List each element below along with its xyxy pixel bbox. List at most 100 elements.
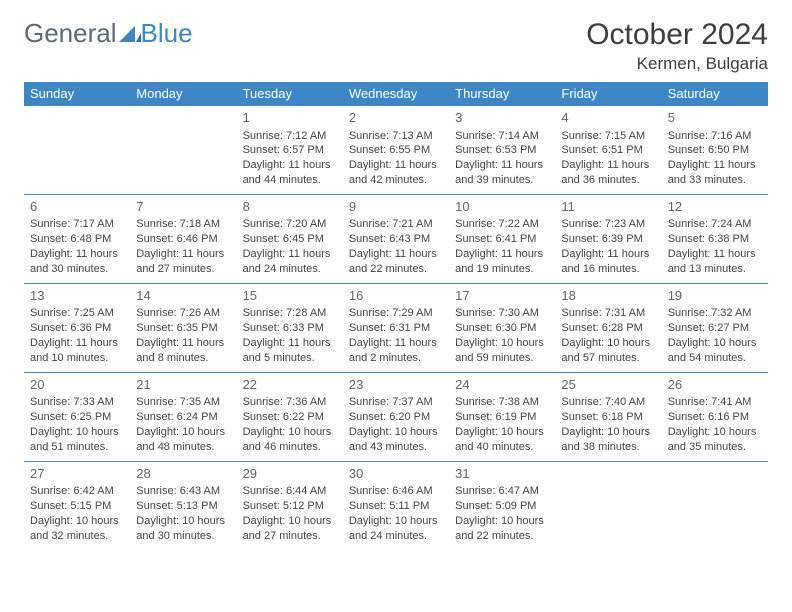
sunrise-line: Sunrise: 7:26 AM (136, 306, 230, 321)
sunset-line: Sunset: 6:33 PM (243, 321, 337, 336)
calendar-day-cell: 16Sunrise: 7:29 AMSunset: 6:31 PMDayligh… (343, 283, 449, 372)
daylight-line: and 2 minutes. (349, 351, 443, 366)
calendar-day-cell: 3Sunrise: 7:14 AMSunset: 6:53 PMDaylight… (449, 106, 555, 195)
calendar-body: 1Sunrise: 7:12 AMSunset: 6:57 PMDaylight… (24, 106, 768, 550)
sunrise-line: Sunrise: 7:35 AM (136, 395, 230, 410)
sunrise-line: Sunrise: 7:28 AM (243, 306, 337, 321)
daylight-line: Daylight: 11 hours (455, 247, 549, 262)
location-label: Kermen, Bulgaria (586, 54, 768, 74)
daylight-line: and 5 minutes. (243, 351, 337, 366)
daylight-line: Daylight: 10 hours (243, 514, 337, 529)
sunset-line: Sunset: 6:39 PM (561, 232, 655, 247)
calendar-empty-cell (555, 461, 661, 549)
calendar-day-cell: 11Sunrise: 7:23 AMSunset: 6:39 PMDayligh… (555, 194, 661, 283)
sunrise-line: Sunrise: 6:44 AM (243, 484, 337, 499)
calendar-day-cell: 23Sunrise: 7:37 AMSunset: 6:20 PMDayligh… (343, 372, 449, 461)
sunrise-line: Sunrise: 7:21 AM (349, 217, 443, 232)
daylight-line: and 30 minutes. (30, 262, 124, 277)
daylight-line: and 24 minutes. (243, 262, 337, 277)
daylight-line: and 36 minutes. (561, 173, 655, 188)
day-number: 5 (668, 109, 762, 127)
sunrise-line: Sunrise: 7:29 AM (349, 306, 443, 321)
calendar-day-cell: 25Sunrise: 7:40 AMSunset: 6:18 PMDayligh… (555, 372, 661, 461)
daylight-line: and 43 minutes. (349, 440, 443, 455)
daylight-line: Daylight: 11 hours (668, 158, 762, 173)
calendar-day-cell: 28Sunrise: 6:43 AMSunset: 5:13 PMDayligh… (130, 461, 236, 549)
sunrise-line: Sunrise: 7:40 AM (561, 395, 655, 410)
day-number: 6 (30, 198, 124, 216)
sunset-line: Sunset: 6:43 PM (349, 232, 443, 247)
sunset-line: Sunset: 6:18 PM (561, 410, 655, 425)
calendar-empty-cell (130, 106, 236, 195)
sunrise-line: Sunrise: 6:47 AM (455, 484, 549, 499)
daylight-line: Daylight: 10 hours (561, 425, 655, 440)
daylight-line: and 27 minutes. (136, 262, 230, 277)
day-number: 16 (349, 287, 443, 305)
calendar-day-cell: 2Sunrise: 7:13 AMSunset: 6:55 PMDaylight… (343, 106, 449, 195)
day-number: 7 (136, 198, 230, 216)
sunset-line: Sunset: 5:11 PM (349, 499, 443, 514)
daylight-line: and 10 minutes. (30, 351, 124, 366)
daylight-line: Daylight: 10 hours (668, 336, 762, 351)
sunset-line: Sunset: 6:20 PM (349, 410, 443, 425)
daylight-line: and 33 minutes. (668, 173, 762, 188)
daylight-line: Daylight: 11 hours (243, 247, 337, 262)
daylight-line: Daylight: 11 hours (668, 247, 762, 262)
sunrise-line: Sunrise: 7:16 AM (668, 129, 762, 144)
sunrise-line: Sunrise: 7:23 AM (561, 217, 655, 232)
daylight-line: Daylight: 11 hours (136, 336, 230, 351)
day-number: 13 (30, 287, 124, 305)
day-number: 24 (455, 376, 549, 394)
calendar-day-cell: 6Sunrise: 7:17 AMSunset: 6:48 PMDaylight… (24, 194, 130, 283)
day-number: 15 (243, 287, 337, 305)
calendar-empty-cell (24, 106, 130, 195)
daylight-line: and 22 minutes. (455, 529, 549, 544)
day-number: 9 (349, 198, 443, 216)
daylight-line: Daylight: 10 hours (561, 336, 655, 351)
sunrise-line: Sunrise: 6:42 AM (30, 484, 124, 499)
calendar-day-cell: 7Sunrise: 7:18 AMSunset: 6:46 PMDaylight… (130, 194, 236, 283)
daylight-line: Daylight: 11 hours (243, 336, 337, 351)
daylight-line: and 46 minutes. (243, 440, 337, 455)
daylight-line: and 27 minutes. (243, 529, 337, 544)
day-header: Monday (130, 82, 236, 106)
sunset-line: Sunset: 6:45 PM (243, 232, 337, 247)
sunrise-line: Sunrise: 7:15 AM (561, 129, 655, 144)
calendar-week-row: 27Sunrise: 6:42 AMSunset: 5:15 PM Dayligh… (24, 461, 768, 549)
daylight-line: Daylight: 11 hours (30, 247, 124, 262)
calendar-day-cell: 10Sunrise: 7:22 AMSunset: 6:41 PMDayligh… (449, 194, 555, 283)
daylight-line: and 38 minutes. (561, 440, 655, 455)
day-header-row: SundayMondayTuesdayWednesdayThursdayFrid… (24, 82, 768, 106)
sunset-line: Sunset: 6:35 PM (136, 321, 230, 336)
calendar-day-cell: 5Sunrise: 7:16 AMSunset: 6:50 PMDaylight… (662, 106, 768, 195)
sunset-line: Sunset: 6:31 PM (349, 321, 443, 336)
sunset-line: Sunset: 6:41 PM (455, 232, 549, 247)
daylight-line: and 8 minutes. (136, 351, 230, 366)
daylight-line: Daylight: 11 hours (349, 336, 443, 351)
sunrise-line: Sunrise: 7:12 AM (243, 129, 337, 144)
sunset-line: Sunset: 6:28 PM (561, 321, 655, 336)
daylight-line: and 48 minutes. (136, 440, 230, 455)
daylight-line: Daylight: 11 hours (136, 247, 230, 262)
logo-sail-icon (119, 18, 141, 49)
calendar-day-cell: 15Sunrise: 7:28 AMSunset: 6:33 PMDayligh… (237, 283, 343, 372)
calendar-day-cell: 21Sunrise: 7:35 AMSunset: 6:24 PMDayligh… (130, 372, 236, 461)
day-number: 18 (561, 287, 655, 305)
sunset-line: Sunset: 5:12 PM (243, 499, 337, 514)
day-header: Saturday (662, 82, 768, 106)
sunset-line: Sunset: 6:27 PM (668, 321, 762, 336)
calendar-day-cell: 14Sunrise: 7:26 AMSunset: 6:35 PMDayligh… (130, 283, 236, 372)
sunset-line: Sunset: 5:13 PM (136, 499, 230, 514)
calendar-week-row: 6Sunrise: 7:17 AMSunset: 6:48 PMDaylight… (24, 194, 768, 283)
sunset-line: Sunset: 5:15 PM (30, 499, 124, 514)
title-block: October 2024 Kermen, Bulgaria (586, 18, 768, 74)
page-title: October 2024 (586, 18, 768, 52)
daylight-line: Daylight: 11 hours (561, 158, 655, 173)
header: General Blue October 2024 Kermen, Bulgar… (24, 18, 768, 74)
daylight-line: and 32 minutes. (30, 529, 124, 544)
daylight-line: Daylight: 10 hours (455, 336, 549, 351)
day-number: 27 (30, 465, 124, 483)
calendar-day-cell: 24Sunrise: 7:38 AMSunset: 6:19 PMDayligh… (449, 372, 555, 461)
daylight-line: and 19 minutes. (455, 262, 549, 277)
sunrise-line: Sunrise: 7:36 AM (243, 395, 337, 410)
